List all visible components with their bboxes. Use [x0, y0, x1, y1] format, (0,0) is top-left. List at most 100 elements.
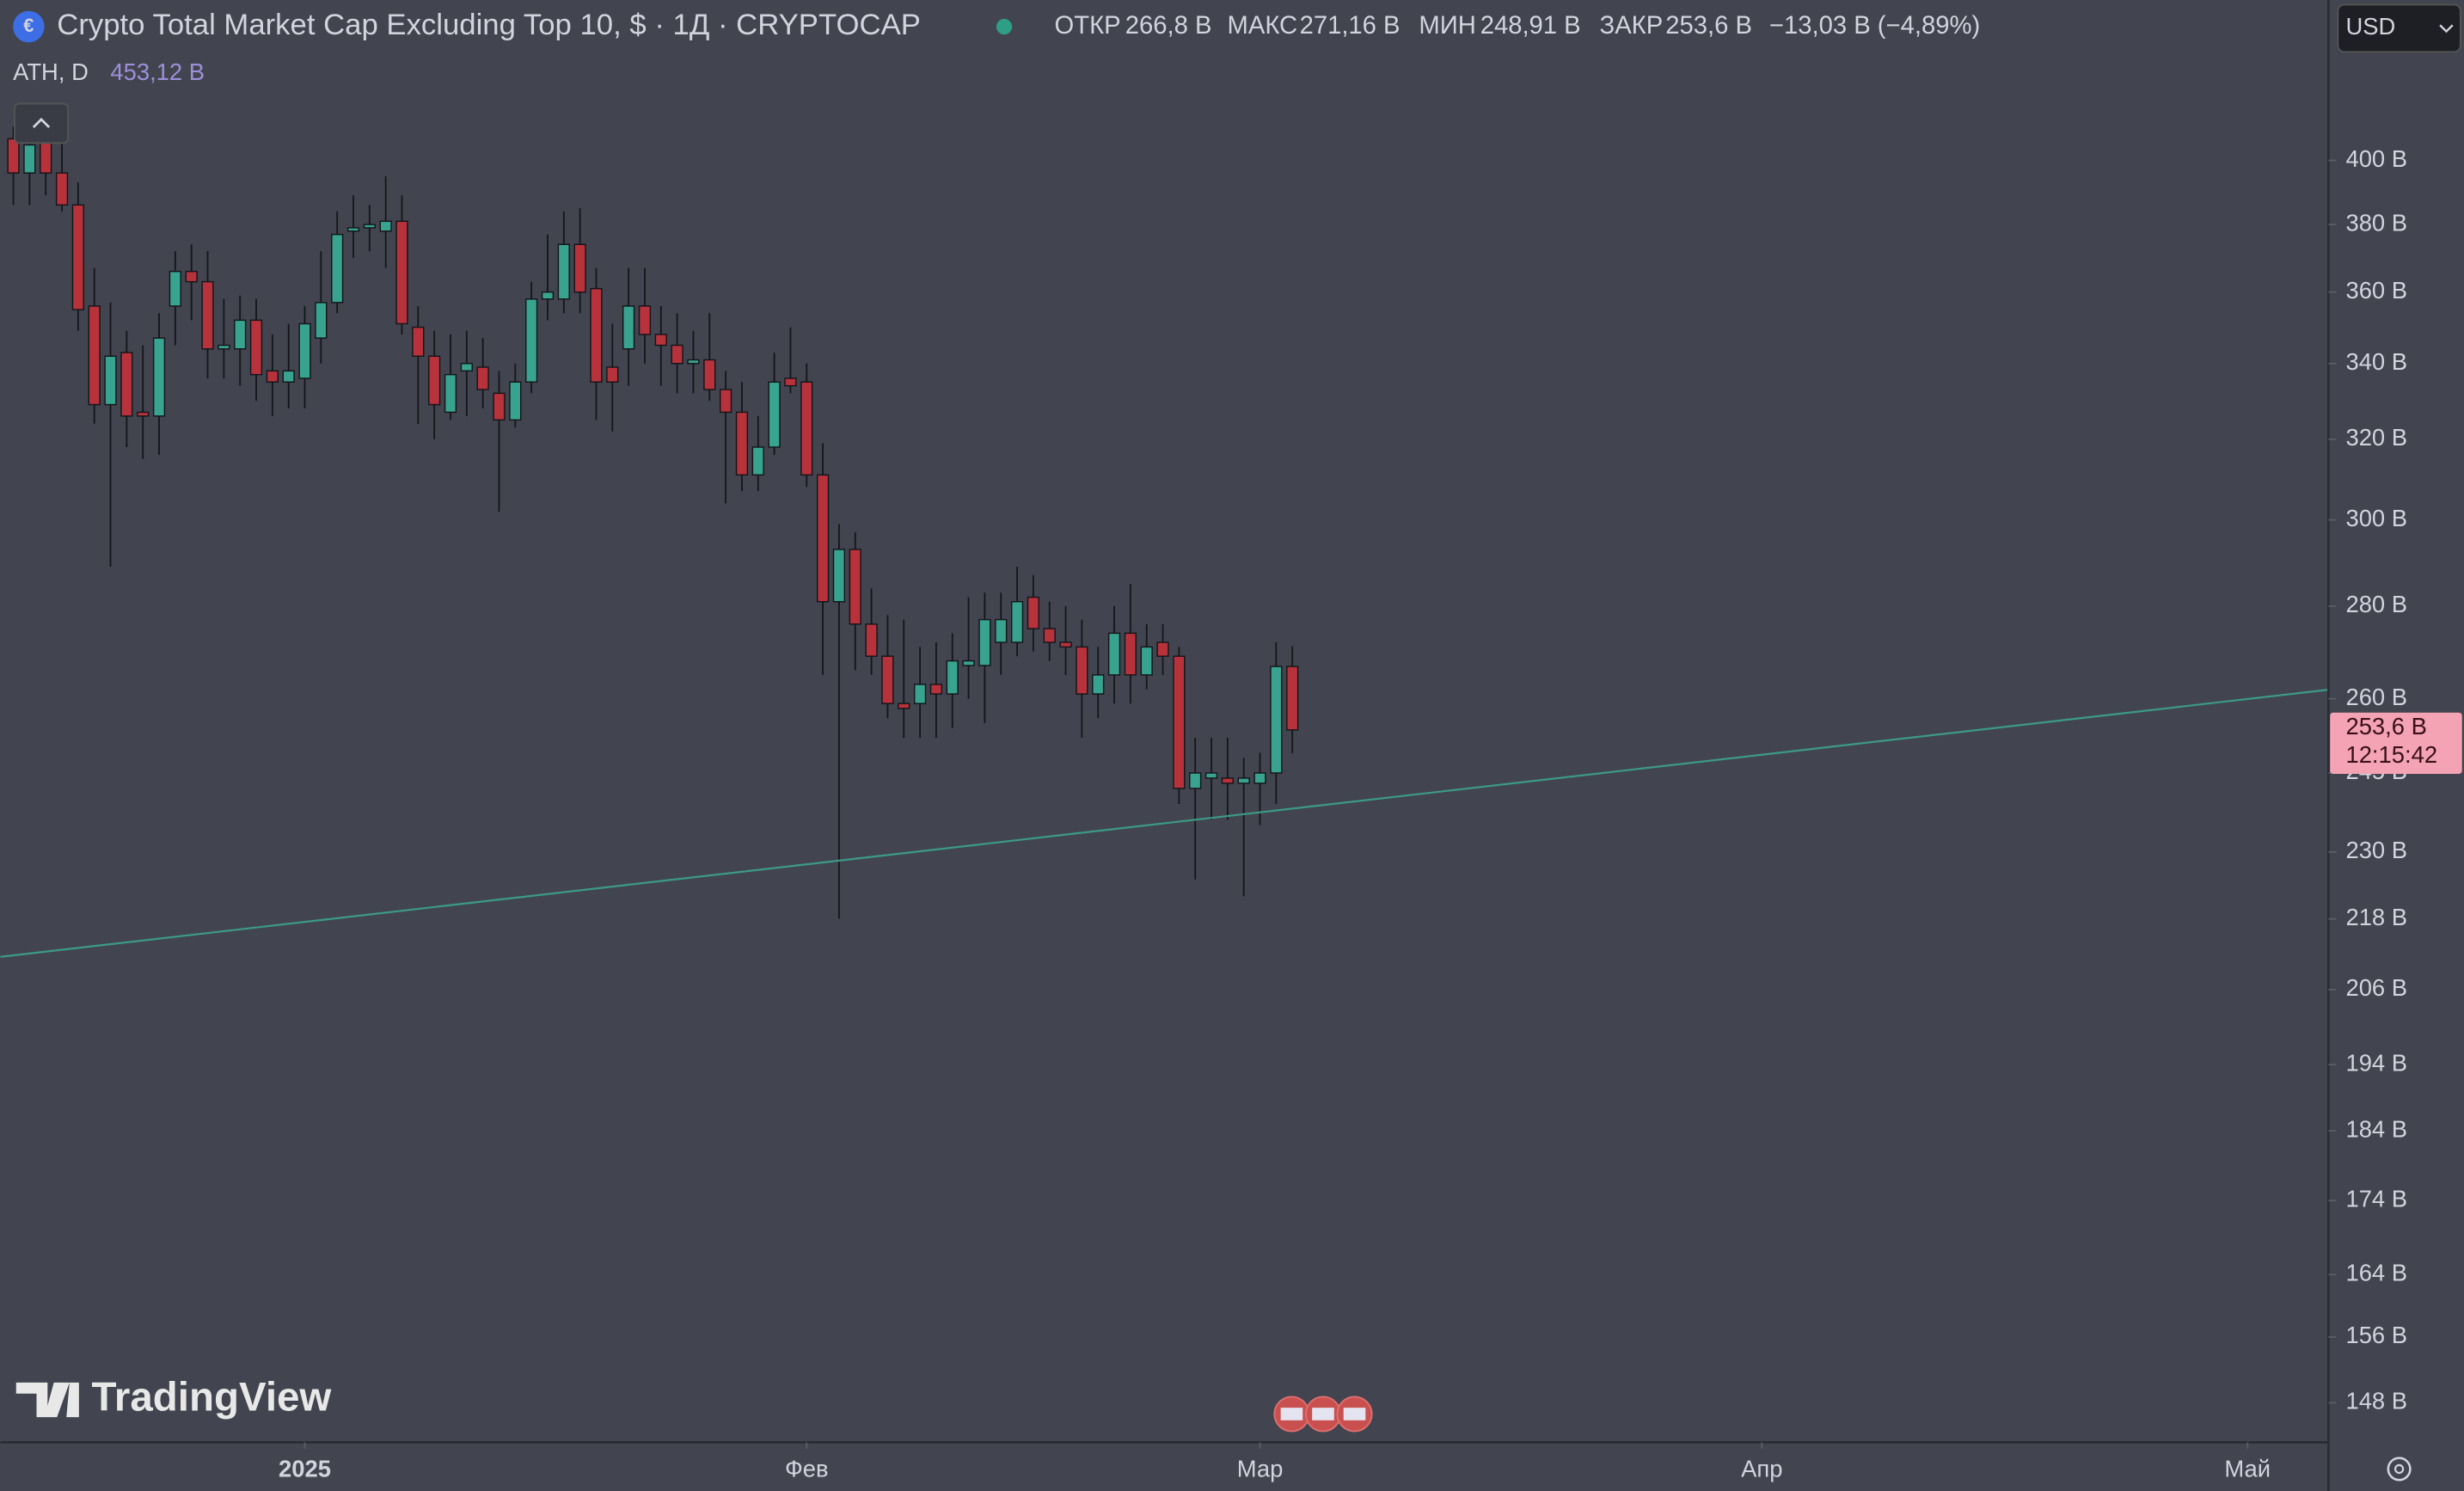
candle-body	[1204, 772, 1218, 779]
candle-body	[509, 381, 522, 421]
candle-body	[1124, 632, 1137, 676]
candle-body	[800, 381, 813, 476]
price-label-value: 253,6 B	[2345, 713, 2426, 739]
candle-body	[751, 446, 764, 476]
candle-body	[1043, 628, 1056, 643]
candle-body	[88, 305, 101, 406]
candle-body	[622, 305, 635, 350]
candle-body	[137, 411, 150, 417]
ohlc-label: ЗАКР	[1600, 12, 1664, 40]
candle-body	[218, 344, 230, 350]
candle-body	[23, 144, 36, 174]
y-tick-label: 360 B	[2345, 277, 2407, 304]
candle-body	[476, 366, 489, 390]
candle-body	[913, 684, 927, 704]
y-tick-label: 260 B	[2345, 684, 2407, 710]
ohlc-value: 271,16 B	[1300, 12, 1401, 40]
candle-body	[298, 322, 311, 379]
flag	[1312, 1408, 1334, 1420]
candle-body	[234, 319, 247, 350]
candle-body	[331, 233, 344, 304]
candle-body	[1221, 777, 1235, 784]
candle-body	[590, 287, 603, 383]
candle-body	[784, 377, 797, 387]
candle-body	[1237, 777, 1250, 784]
candle-body	[266, 370, 279, 383]
y-tick-label: 206 B	[2345, 974, 2407, 1001]
y-tick-label: 156 B	[2345, 1322, 2407, 1348]
ohlc-value: 266,8 B	[1125, 12, 1212, 40]
candle-body	[1059, 641, 1072, 648]
candle-body	[1286, 666, 1299, 731]
price-label-timer: 12:15:42	[2345, 741, 2437, 768]
candle-body	[719, 389, 732, 414]
x-tick-label: 2025	[279, 1455, 331, 1482]
y-tick-label: 148 B	[2345, 1388, 2407, 1414]
candle-body	[962, 660, 975, 666]
y-tick-label: 194 B	[2345, 1049, 2407, 1076]
candle-body	[71, 204, 85, 310]
candle-body	[1010, 601, 1024, 643]
candle-body	[573, 243, 586, 293]
candle-body	[169, 270, 181, 307]
settings-icon[interactable]	[2387, 1457, 2412, 1482]
candle-body	[865, 623, 878, 657]
brand: TradingView	[91, 1375, 332, 1420]
candle-body	[346, 227, 360, 232]
candle-body	[1027, 596, 1040, 629]
ohlc-label: ОТКР	[1055, 12, 1121, 40]
candle-body	[460, 363, 473, 372]
collapse-button[interactable]	[14, 102, 69, 144]
candle-body	[185, 270, 198, 283]
candle-body	[249, 319, 263, 376]
price-label-box	[2330, 712, 2462, 774]
candle-body	[687, 359, 700, 365]
candle-body	[768, 381, 781, 448]
candle-body	[1189, 772, 1202, 789]
ohlc-value: 253,6 B	[1665, 12, 1752, 40]
candle-body	[7, 138, 20, 174]
candle-body	[1253, 772, 1266, 784]
y-tick-label: 164 B	[2345, 1260, 2407, 1286]
candle-body	[735, 411, 749, 476]
candle-body	[444, 373, 457, 414]
y-tick-label: 280 B	[2345, 591, 2407, 617]
candle-body	[201, 280, 214, 350]
candle-body	[606, 366, 619, 383]
candle-body	[703, 359, 716, 390]
candle-body	[816, 474, 830, 603]
candle-body	[40, 141, 52, 174]
x-tick-label: Май	[2224, 1455, 2271, 1482]
candle-body	[152, 337, 166, 417]
settings-icon-core	[2394, 1463, 2405, 1475]
candle-body	[1173, 655, 1186, 789]
ohlc-label: МИН	[1419, 12, 1475, 40]
event-markers	[1273, 1396, 1373, 1433]
candle-body	[1092, 674, 1105, 695]
candle-body	[929, 684, 943, 695]
plot-area	[7, 126, 1299, 919]
chart-title: Crypto Total Market Cap Excluding Top 10…	[57, 9, 921, 41]
candle-body	[525, 298, 538, 383]
dropdown-icon	[2439, 24, 2454, 34]
candle-body	[654, 334, 667, 347]
trend-line	[0, 689, 2329, 958]
currency: USD	[2345, 13, 2395, 40]
candle-body	[946, 660, 959, 695]
candle-body	[557, 243, 570, 300]
y-tick-label: 320 B	[2345, 424, 2407, 451]
candle-body	[849, 549, 861, 625]
candle-body	[1076, 646, 1088, 695]
candle-body	[428, 355, 441, 406]
currency-select[interactable]	[2337, 3, 2461, 53]
y-tick-label: 400 B	[2345, 145, 2407, 172]
y-tick-label: 340 B	[2345, 348, 2407, 375]
candle-body	[638, 305, 652, 335]
y-tick-label: 380 B	[2345, 209, 2407, 236]
candle-body	[379, 220, 392, 232]
candle-body	[995, 618, 1008, 643]
candle-body	[832, 549, 846, 603]
